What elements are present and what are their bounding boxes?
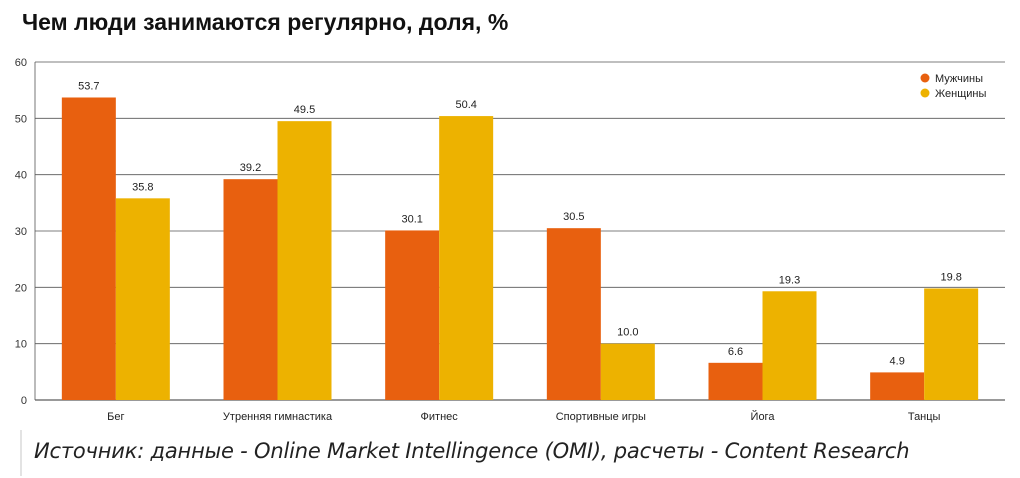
legend-swatch (920, 73, 930, 83)
data-label: 49.5 (294, 104, 315, 116)
legend-swatch (920, 88, 930, 98)
bar (277, 121, 332, 401)
data-labels: 53.7 35.8 39.2 49.5 30.1 50.4 30.5 10.0 6.6 19.3 4… (78, 80, 962, 367)
bar (924, 288, 979, 400)
y-tick-label: 0 (21, 395, 27, 407)
bar (546, 228, 601, 400)
bars (61, 97, 979, 401)
data-label: 19.3 (779, 274, 800, 286)
y-axis-ticks: 0 10 20 30 40 50 60 (15, 57, 27, 407)
data-label: 50.4 (455, 99, 476, 111)
x-category-label: Фитнес (421, 411, 459, 423)
data-label: 6.6 (728, 346, 743, 358)
bar (439, 116, 494, 400)
y-tick-label: 10 (15, 339, 27, 351)
data-label: 10.0 (617, 327, 638, 339)
data-label: 30.1 (401, 213, 422, 225)
chart-title: Чем люди занимаются регулярно, доля, % (22, 9, 509, 35)
legend: Мужчины Женщины (920, 73, 986, 100)
y-tick-label: 60 (15, 57, 27, 69)
x-category-label: Йога (751, 410, 776, 423)
bar (708, 362, 763, 400)
data-label: 53.7 (78, 80, 99, 92)
y-tick-label: 50 (15, 113, 27, 125)
bar (870, 372, 925, 400)
bar (762, 291, 817, 400)
x-category-label: Спортивные игры (556, 411, 646, 423)
source-divider (20, 430, 22, 476)
y-tick-label: 20 (15, 282, 27, 294)
y-tick-label: 30 (15, 226, 27, 238)
bar (385, 230, 440, 400)
bar-chart: 0 10 20 30 40 50 60 53.7 35.8 39.2 49.5 30.1 50.4 30… (15, 57, 1005, 423)
data-label: 19.8 (940, 271, 961, 283)
source-note: Источник: данные - Online Market Intelli… (34, 439, 910, 463)
y-tick-label: 40 (15, 170, 27, 182)
legend-label: Женщины (935, 88, 986, 100)
bar (600, 343, 655, 400)
x-category-label: Танцы (908, 411, 941, 423)
bar (115, 198, 170, 400)
data-label: 39.2 (240, 162, 261, 174)
x-axis-categories: Бег Утренняя гимнастика Фитнес Спортивные и… (107, 410, 940, 423)
bar (61, 97, 116, 401)
x-category-label: Бег (107, 411, 124, 423)
bar (223, 179, 278, 400)
data-label: 30.5 (563, 211, 584, 223)
legend-label: Мужчины (935, 73, 983, 85)
data-label: 4.9 (890, 355, 905, 367)
x-category-label: Утренняя гимнастика (223, 411, 333, 423)
gridlines (34, 61, 1005, 401)
data-label: 35.8 (132, 181, 153, 193)
